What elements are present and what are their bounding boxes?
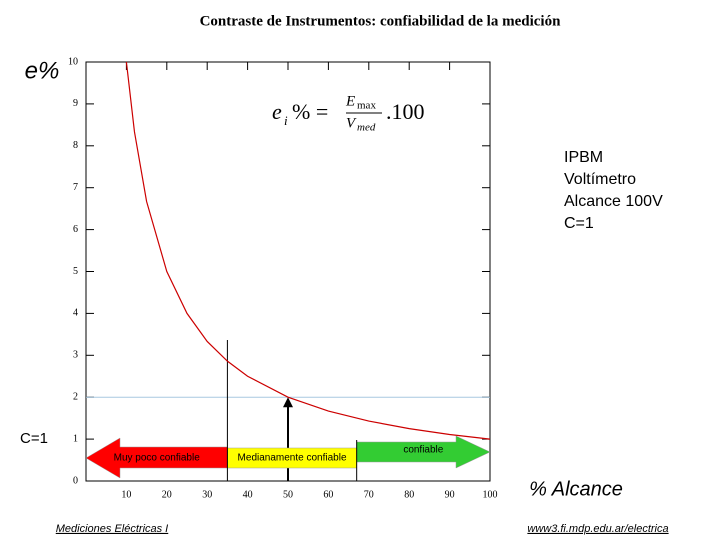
y-tick-label: 7 [73,182,78,193]
x-tick-label: 60 [323,489,333,500]
y-axis-label: e% [25,57,60,84]
chart-title: Contraste de Instrumentos: confiabilidad… [200,13,562,29]
y-tick-label: 4 [73,308,78,319]
y-tick-label: 1 [73,433,78,444]
formula-lhs-sub: i [284,113,288,128]
reference-arrow-head [283,397,293,408]
zone-label: Medianamente confiable [238,453,347,464]
y-tick-label: 3 [73,350,78,361]
y-tick-label: 6 [73,224,78,235]
zone-label: Muy poco confiable [114,453,201,464]
y-tick-label: 9 [73,98,78,109]
annotation-line: Alcance 100V [564,193,663,210]
curve [125,61,491,440]
footer-left: Mediciones Eléctricas I [56,523,169,535]
x-tick-label: 50 [283,489,293,500]
zone-label: confiable [403,445,443,456]
footer-right: www3.fi.mdp.edu.ar/electrica [527,523,668,535]
left-note: C=1 [20,430,48,447]
y-tick-label: 0 [73,475,78,486]
formula: e i % = E max V med .100 [272,93,425,133]
y-tick-label: 10 [68,56,78,67]
y-tick-label: 8 [73,140,78,151]
zone-arrow [356,435,491,469]
formula-num-sub: max [357,100,376,112]
formula-num: E [345,93,355,109]
x-tick-label: 20 [162,489,172,500]
x-tick-label: 90 [445,489,455,500]
formula-den: V [346,115,357,131]
x-tick-label: 10 [121,489,131,500]
annotation-line: C=1 [564,215,594,232]
y-tick-label: 2 [73,391,78,402]
annotation-line: Voltímetro [564,171,636,188]
x-tick-label: 100 [483,489,498,500]
x-tick-label: 30 [202,489,212,500]
formula-lhs: e [272,99,282,124]
annotation: IPBM Voltímetro Alcance 100V C=1 [564,149,663,232]
x-axis-label: % Alcance [529,478,623,500]
x-tick-label: 70 [364,489,374,500]
formula-lhs-rest: % = [292,99,328,124]
x-tick-label: 40 [243,489,253,500]
x-tick-label: 80 [404,489,414,500]
formula-factor: .100 [386,99,425,124]
annotation-line: IPBM [564,149,603,166]
formula-den-sub: med [357,122,376,134]
y-tick-label: 5 [73,266,78,277]
